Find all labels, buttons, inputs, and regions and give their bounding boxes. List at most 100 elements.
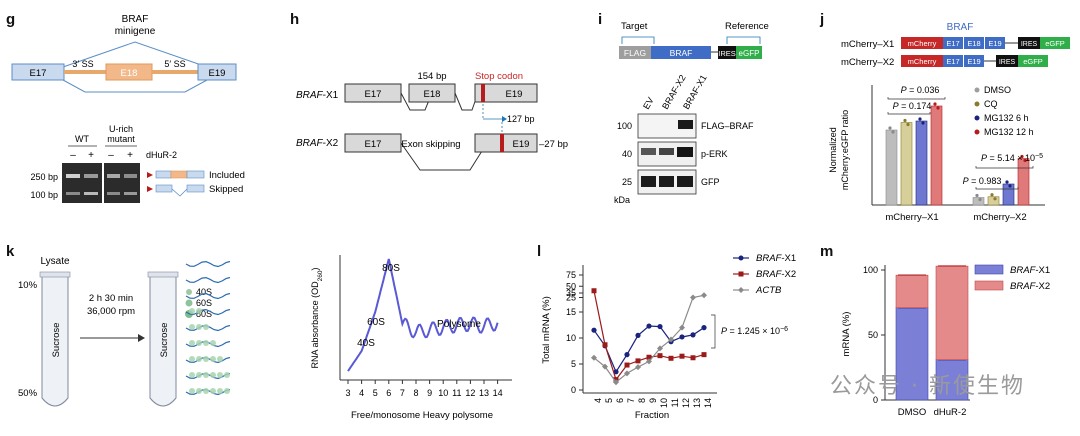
l-point-x2-10 <box>657 353 663 359</box>
k-ribosome-4-0 <box>189 324 195 330</box>
l-xtick-label-4: 4 <box>593 398 603 403</box>
g-wt-label: WT <box>75 134 89 144</box>
k-tube-right <box>149 275 177 407</box>
m-legend-x2: BRAF-X2 <box>1010 281 1050 292</box>
k-ribosome-3-0 <box>189 308 195 314</box>
l-ytick-label-75: 75 <box>566 270 576 280</box>
i-ires-label: IRES <box>718 49 736 58</box>
k-xtick-label-7: 7 <box>400 388 405 398</box>
k-tube-left-label: Sucrose <box>51 323 62 358</box>
j-sig2 <box>887 112 931 115</box>
l-xtick-label-7: 7 <box>626 398 636 403</box>
i-braf <box>651 46 711 59</box>
i-band-gfp-x1 <box>677 176 693 187</box>
j-c2-ires-label: IRES <box>999 59 1016 66</box>
j-c1-e18-label: E18 <box>967 39 980 48</box>
g-title-line2: minigene <box>115 26 156 37</box>
panel-g: g BRAF minigene E17 E18 E19 3′ SS 5′ SS … <box>6 11 245 203</box>
h-154bp: 154 bp <box>417 71 446 82</box>
k-mrna-wave-3 <box>185 308 231 316</box>
k-ribosome-3-1 <box>196 308 202 314</box>
j-point-0-0-b <box>891 130 895 134</box>
l-ytick-label-35: 35 <box>566 288 576 298</box>
g-skip-e17 <box>155 184 173 193</box>
j-c2-ires <box>996 55 1018 67</box>
k-peak-80s: 80S <box>382 263 400 274</box>
l-point-actb-13 <box>690 294 696 301</box>
k-ribosome-8-5 <box>224 388 230 394</box>
k-tube-right-cap <box>147 271 179 278</box>
h-x2-e17-label: E17 <box>365 139 382 150</box>
h-127bp: 127 bp <box>507 114 535 124</box>
i-mw-40: 40 <box>622 149 632 159</box>
panel-m: m mRNA (%) 0 50 100 DMSO dHuR-2 BRAF-X1 BR… <box>820 243 1050 418</box>
k-ribosome-5-3 <box>210 340 216 346</box>
j-bar-1-0 <box>972 197 985 206</box>
panel-letter-m: m <box>820 243 833 260</box>
k-ribosome-5-0 <box>189 340 195 346</box>
panel-letter-k: k <box>6 243 15 260</box>
k-xtick-label-12: 12 <box>465 388 475 398</box>
h-skip-label: Exon skipping <box>401 139 460 150</box>
l-xtick-label-12: 12 <box>681 398 691 408</box>
m-ticks-group: 0 50 100 <box>863 265 885 405</box>
l-point-x1-10 <box>657 323 663 330</box>
panel-i: i Target Reference FLAG BRAF IRES eGFP E… <box>598 11 769 205</box>
j-c2-egfp-label: eGFP <box>1023 57 1043 66</box>
j-point-1-0-a <box>975 193 979 198</box>
l-point-x2-4 <box>591 288 597 294</box>
panel-k: k Lysate 10% 50% Sucrose 2 h 30 min 36,0… <box>6 243 512 421</box>
k-ribo-60s <box>185 299 193 307</box>
k-ribosome-6-2 <box>203 356 209 362</box>
l-point-actb-9 <box>646 358 652 365</box>
j-ylabel-line2: mCherry:eGFP ratio <box>840 110 850 190</box>
l-xtick-label-10: 10 <box>659 398 669 408</box>
k-ribosome-8-0 <box>189 388 195 394</box>
j-c2-e17-label: E17 <box>946 57 959 66</box>
g-band-skipped: Skipped <box>209 184 243 195</box>
k-xtick-label-11: 11 <box>452 388 461 398</box>
k-peak-60s: 60S <box>367 317 385 328</box>
l-xtick-label-14: 14 <box>703 398 713 408</box>
k-ribosome-8-2 <box>203 388 209 394</box>
j-bar-1-3 <box>1017 158 1030 206</box>
panel-letter-i: i <box>598 11 602 28</box>
l-ytick-label-10: 10 <box>566 333 576 343</box>
l-point-x1-12 <box>679 334 685 340</box>
g-exon-e19 <box>197 63 237 81</box>
k-lysate: Lysate <box>40 256 70 267</box>
l-point-x1-14 <box>701 325 707 331</box>
l-point-x2-7 <box>624 362 630 368</box>
l-point-x1-9 <box>646 323 652 329</box>
j-point-0-3-b <box>936 106 940 110</box>
g-band-1a <box>66 174 80 178</box>
l-legend-x1: BRAF-X1 <box>756 253 796 264</box>
j-bars-group <box>885 102 1030 206</box>
g-gel-right <box>104 163 140 203</box>
m-legend: BRAF-X1 BRAF-X2 <box>974 264 1050 292</box>
j-braf-label: BRAF <box>947 22 974 33</box>
g-arrow-skipped <box>147 186 153 192</box>
j-legend-dot-cq <box>974 101 980 107</box>
m-legend-swatch-x2 <box>974 280 1004 291</box>
panel-j: j BRAF mCherry–X1 mCherry–X2 mCherry E17… <box>819 11 1070 223</box>
l-point-x2-5 <box>602 342 608 348</box>
k-ribosome-6-0 <box>189 356 195 362</box>
g-mutant-line1: U-rich <box>109 124 133 134</box>
k-xtick-label-8: 8 <box>413 388 418 398</box>
j-c1-mcherry-label: mCherry <box>908 39 937 48</box>
g-ladder-250: 250 bp <box>30 172 58 182</box>
g-minus-2: – <box>108 150 114 161</box>
i-blot-label-flag: FLAG–BRAF <box>701 121 754 131</box>
k-peak-polysome: Polysome <box>437 319 481 330</box>
h-x1-e19 <box>474 83 538 103</box>
j-sig1 <box>887 97 946 100</box>
h-127-arrow <box>502 116 507 122</box>
l-xlabel: Fraction <box>635 410 669 421</box>
m-cat-dmso: DMSO <box>898 407 927 418</box>
h-x2-label: BRAF-X2 <box>296 138 339 149</box>
j-c2-e19 <box>964 55 984 67</box>
l-series-line-2 <box>593 294 705 384</box>
panel-letter-g: g <box>6 11 15 28</box>
k-xtick-label-3: 3 <box>345 388 350 398</box>
